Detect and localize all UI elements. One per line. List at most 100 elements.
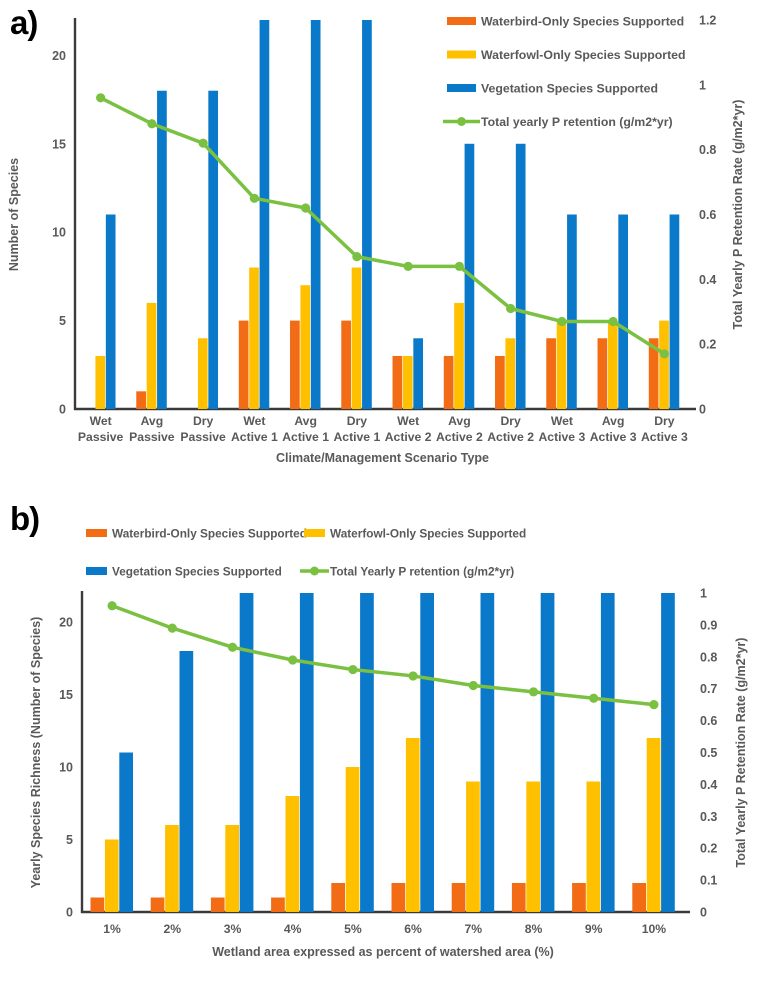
x-category-label: Passive bbox=[180, 430, 226, 444]
x-category-label: Avg bbox=[602, 414, 625, 428]
bar bbox=[136, 391, 146, 409]
legend-swatch bbox=[86, 567, 107, 575]
bar bbox=[586, 781, 601, 912]
line-marker bbox=[649, 700, 659, 710]
x-category-label: Active 1 bbox=[282, 430, 329, 444]
x-category-label: Wet bbox=[551, 414, 573, 428]
chart-a: 0 5 10 15 20 0 0.2 0.4 0.6 0.8 1 1.2 Number of Speci… bbox=[7, 14, 745, 466]
line-marker bbox=[589, 693, 599, 703]
bar bbox=[443, 355, 454, 409]
line-marker bbox=[288, 655, 298, 665]
x-category-label: Active 1 bbox=[231, 430, 278, 444]
right-tick-label: 0 bbox=[700, 906, 707, 920]
left-tick-label: 20 bbox=[52, 49, 66, 63]
bar bbox=[157, 90, 167, 410]
bar bbox=[567, 214, 577, 409]
right-axis-ticks: 0 0.2 0.4 0.6 0.8 1 1.2 bbox=[699, 14, 716, 417]
left-tick-label: 0 bbox=[59, 403, 66, 417]
left-tick-label: 10 bbox=[59, 761, 73, 775]
line-marker bbox=[249, 193, 259, 203]
legend-label: Waterfowl-Only Species Supported bbox=[330, 527, 526, 541]
line-marker bbox=[147, 119, 157, 129]
x-category-label: 9% bbox=[585, 922, 603, 936]
x-category-label: Dry bbox=[193, 414, 214, 428]
left-tick-label: 5 bbox=[59, 314, 66, 328]
left-tick-label: 5 bbox=[66, 833, 73, 847]
right-tick-label: 1 bbox=[700, 587, 707, 601]
x-category-label: Wet bbox=[90, 414, 112, 428]
left-axis-ticks: 0 5 10 15 20 bbox=[59, 616, 73, 920]
line-marker bbox=[528, 687, 539, 697]
legend-label: Waterbird-Only Species Supported bbox=[481, 15, 684, 29]
x-category-labels: 1% 2% 3% 4% 5% 6% 7% 8% 9% 10% bbox=[103, 922, 666, 936]
retention-line bbox=[110, 604, 656, 707]
bar bbox=[165, 825, 179, 912]
bar bbox=[597, 338, 608, 409]
bar bbox=[351, 267, 362, 409]
x-category-labels: Wet Passive Avg Passive Dry Passive Wet Active … bbox=[78, 414, 688, 444]
bar bbox=[646, 738, 661, 912]
line-marker bbox=[403, 261, 413, 271]
legend: Waterbird-Only Species Supported Waterfow… bbox=[443, 15, 686, 129]
bar bbox=[451, 883, 466, 912]
bar bbox=[405, 738, 420, 912]
left-tick-label: 15 bbox=[59, 688, 73, 702]
x-category-label: 1% bbox=[103, 922, 121, 936]
right-tick-label: 0.1 bbox=[700, 874, 717, 888]
bar bbox=[546, 338, 556, 409]
bar-series-vegetation bbox=[119, 593, 675, 912]
x-category-label: Active 2 bbox=[436, 430, 483, 444]
bar bbox=[362, 20, 372, 409]
legend-item: Waterfowl-Only Species Supported bbox=[447, 48, 686, 62]
bar bbox=[600, 593, 615, 912]
x-category-label: Active 3 bbox=[641, 430, 688, 444]
left-tick-label: 20 bbox=[59, 616, 73, 630]
bar bbox=[413, 338, 424, 409]
bar bbox=[618, 214, 629, 409]
x-category-label: Dry bbox=[654, 414, 675, 428]
x-category-label: 3% bbox=[224, 922, 242, 936]
bar bbox=[515, 143, 526, 410]
x-category-label: 2% bbox=[163, 922, 181, 936]
left-tick-label: 0 bbox=[66, 906, 73, 920]
bar bbox=[661, 593, 675, 912]
legend-swatch bbox=[304, 529, 325, 537]
bar bbox=[391, 883, 406, 912]
bar bbox=[290, 320, 300, 409]
x-category-label: Active 1 bbox=[334, 430, 381, 444]
legend-label: Total yearly P retention (g/m2*yr) bbox=[481, 115, 673, 129]
bar bbox=[146, 302, 157, 409]
line-marker bbox=[198, 138, 208, 148]
x-category-label: Active 2 bbox=[385, 430, 432, 444]
right-tick-label: 1 bbox=[699, 78, 706, 92]
legend-item: Waterbird-Only Species Supported bbox=[447, 15, 684, 29]
right-tick-label: 1.2 bbox=[699, 14, 716, 28]
legend-label: Waterfowl-Only Species Supported bbox=[481, 48, 686, 62]
line-marker bbox=[557, 316, 567, 327]
bar bbox=[208, 90, 219, 410]
bar bbox=[420, 593, 434, 912]
line-marker bbox=[227, 642, 238, 652]
bar bbox=[310, 20, 321, 409]
bar bbox=[632, 883, 646, 912]
right-tick-label: 0.2 bbox=[699, 338, 716, 352]
x-category-label: Avg bbox=[448, 414, 471, 428]
bar bbox=[179, 651, 194, 912]
line-marker bbox=[167, 623, 177, 633]
right-tick-label: 0.8 bbox=[700, 650, 717, 664]
right-tick-label: 0.4 bbox=[699, 273, 716, 287]
bar bbox=[648, 338, 659, 409]
x-category-label: Dry bbox=[347, 414, 368, 428]
x-axis-title: Climate/Management Scenario Type bbox=[276, 451, 489, 465]
bar bbox=[480, 593, 495, 912]
left-tick-label: 10 bbox=[52, 226, 66, 240]
legend-item: Vegetation Species Supported bbox=[447, 82, 658, 96]
line-marker bbox=[301, 203, 311, 213]
bar bbox=[259, 20, 270, 409]
bar bbox=[104, 839, 119, 912]
bar bbox=[669, 214, 680, 409]
x-category-label: Active 3 bbox=[590, 430, 637, 444]
bar bbox=[119, 752, 133, 912]
bar bbox=[210, 897, 225, 912]
panel-label-a: a) bbox=[10, 4, 38, 41]
